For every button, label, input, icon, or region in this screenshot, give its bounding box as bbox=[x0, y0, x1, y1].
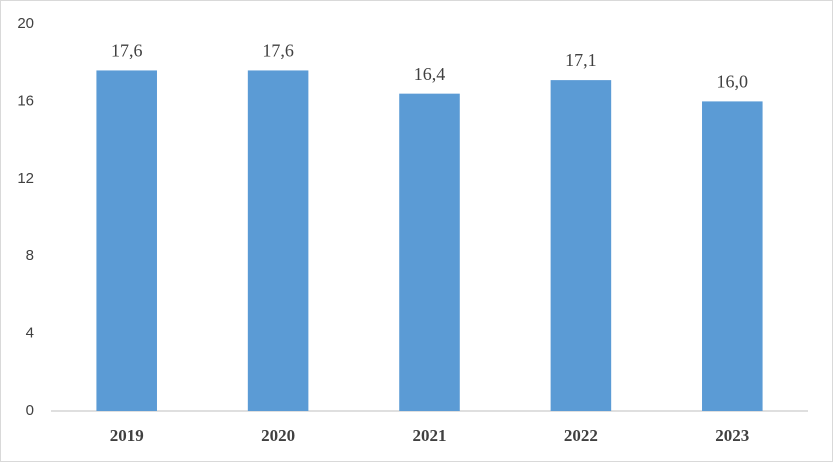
bar bbox=[550, 80, 612, 412]
bar bbox=[247, 70, 309, 411]
bar bbox=[702, 101, 763, 412]
y-tick-label: 12 bbox=[17, 170, 34, 187]
y-tick-label: 20 bbox=[17, 15, 34, 32]
y-tick-label: 8 bbox=[26, 247, 34, 264]
x-tick-label: 2019 bbox=[110, 426, 144, 445]
y-tick-label: 16 bbox=[17, 92, 34, 109]
data-label: 16,0 bbox=[717, 72, 749, 92]
bar bbox=[399, 93, 460, 411]
y-tick-label: 0 bbox=[26, 402, 34, 419]
data-label: 17,6 bbox=[111, 41, 143, 61]
x-tick-label: 2023 bbox=[715, 426, 749, 445]
data-label: 17,1 bbox=[565, 50, 597, 70]
bar bbox=[96, 70, 157, 411]
data-label: 17,6 bbox=[262, 41, 294, 61]
x-tick-label: 2020 bbox=[261, 426, 295, 445]
data-label: 16,4 bbox=[414, 64, 446, 84]
x-tick-label: 2022 bbox=[564, 426, 598, 445]
x-tick-label: 2021 bbox=[413, 426, 447, 445]
y-tick-label: 4 bbox=[26, 325, 34, 342]
